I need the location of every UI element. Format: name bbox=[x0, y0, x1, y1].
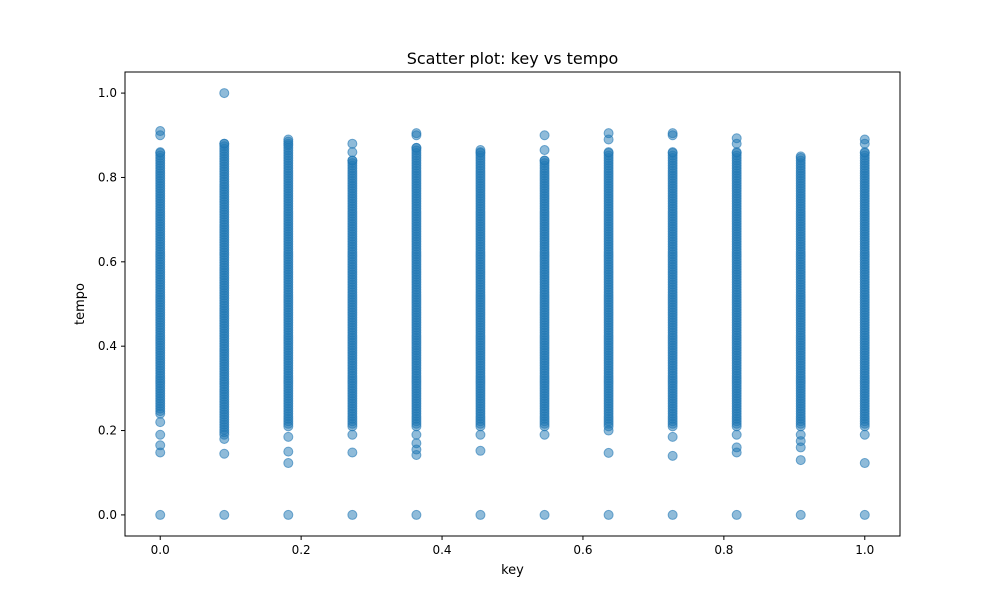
scatter-point bbox=[859, 458, 870, 469]
scatter-point bbox=[347, 509, 358, 520]
scatter-point bbox=[283, 509, 294, 520]
scatter-point bbox=[667, 450, 678, 461]
x-tick-label: 1.0 bbox=[855, 543, 874, 557]
scatter-point bbox=[667, 431, 678, 442]
x-tick-label: 0.6 bbox=[573, 543, 592, 557]
scatter-point bbox=[411, 429, 422, 440]
scatter-point bbox=[539, 130, 550, 141]
scatter-point bbox=[667, 509, 678, 520]
scatter-point bbox=[347, 447, 358, 458]
y-tick-label: 0.8 bbox=[98, 170, 117, 184]
scatter-point bbox=[667, 130, 678, 141]
y-tick-label: 0.0 bbox=[98, 508, 117, 522]
scatter-point bbox=[283, 431, 294, 442]
scatter-point bbox=[603, 509, 614, 520]
axes-frame bbox=[124, 71, 901, 537]
scatter-point bbox=[795, 151, 806, 162]
x-axis-label: key bbox=[501, 563, 524, 578]
scatter-point bbox=[795, 442, 806, 453]
scatter-point bbox=[283, 458, 294, 469]
scatter-point bbox=[603, 447, 614, 458]
scatter-point bbox=[539, 429, 550, 440]
scatter-point bbox=[539, 145, 550, 156]
scatter-point bbox=[603, 147, 614, 158]
x-axis-ticks: 0.0 0.2 0.4 0.6 0.8 1.0 bbox=[151, 536, 874, 557]
scatter-point bbox=[155, 429, 166, 440]
scatter-point bbox=[283, 446, 294, 457]
scatter-point bbox=[859, 429, 870, 440]
y-tick-label: 1.0 bbox=[98, 86, 117, 100]
scatter-point bbox=[219, 509, 230, 520]
scatter-point bbox=[859, 138, 870, 149]
y-tick-label: 0.4 bbox=[98, 339, 117, 353]
scatter-point bbox=[603, 134, 614, 145]
scatter-point bbox=[795, 455, 806, 466]
y-axis-ticks: 0.0 0.2 0.4 0.6 0.8 1.0 bbox=[98, 86, 125, 522]
scatter-point bbox=[347, 429, 358, 440]
scatter-point bbox=[539, 509, 550, 520]
scatter-point bbox=[667, 147, 678, 158]
scatter-point bbox=[731, 447, 742, 458]
x-tick-label: 0.0 bbox=[151, 543, 170, 557]
y-axis-label: tempo bbox=[73, 283, 88, 325]
scatter-point bbox=[795, 509, 806, 520]
scatter-point bbox=[283, 136, 294, 147]
scatter-point bbox=[347, 147, 358, 158]
scatter-point bbox=[475, 445, 486, 456]
scatter-point bbox=[219, 88, 230, 99]
scatter-point bbox=[731, 147, 742, 158]
scatter-point bbox=[347, 138, 358, 149]
scatter-point bbox=[859, 509, 870, 520]
scatter-point bbox=[155, 147, 166, 158]
x-tick-label: 0.2 bbox=[292, 543, 311, 557]
scatter-point bbox=[155, 447, 166, 458]
scatter-point bbox=[859, 147, 870, 158]
scatter-point bbox=[411, 450, 422, 461]
y-tick-label: 0.6 bbox=[98, 255, 117, 269]
scatter-point bbox=[219, 448, 230, 459]
scatter-point bbox=[219, 138, 230, 149]
x-tick-label: 0.8 bbox=[714, 543, 733, 557]
scatter-point bbox=[219, 433, 230, 444]
scatter-point bbox=[731, 138, 742, 149]
scatter-point bbox=[475, 429, 486, 440]
y-tick-label: 0.2 bbox=[98, 424, 117, 438]
scatter-point bbox=[347, 155, 358, 166]
scatter-point bbox=[603, 425, 614, 436]
scatter-point bbox=[155, 130, 166, 141]
scatter-point bbox=[411, 509, 422, 520]
scatter-point bbox=[155, 509, 166, 520]
scatter-point bbox=[731, 429, 742, 440]
chart-title: Scatter plot: key vs tempo bbox=[407, 49, 619, 68]
scatter-point bbox=[411, 130, 422, 141]
scatter-point bbox=[475, 145, 486, 156]
scatter-point bbox=[411, 142, 422, 153]
scatter-point bbox=[155, 417, 166, 428]
x-tick-label: 0.4 bbox=[432, 543, 451, 557]
points-layer bbox=[155, 88, 870, 520]
scatter-point bbox=[731, 509, 742, 520]
scatter-point bbox=[539, 155, 550, 166]
scatter-point bbox=[475, 509, 486, 520]
